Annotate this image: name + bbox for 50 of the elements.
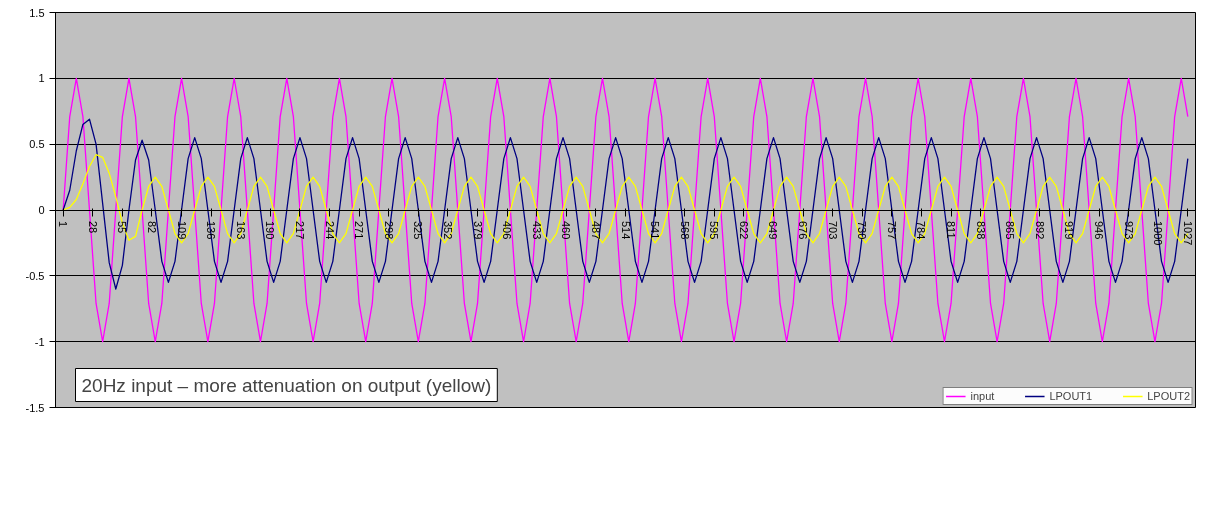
legend-label: LPOUT2 — [1147, 390, 1190, 402]
x-tick-label: 973 — [1122, 221, 1135, 240]
x-tick-label: 811 — [945, 221, 958, 239]
x-tick-label: 217 — [293, 221, 306, 240]
x-tick-label: 568 — [678, 221, 691, 240]
y-tick-label: -0.5 — [25, 269, 45, 282]
x-tick-label: 514 — [619, 221, 632, 240]
annotation: 20Hz input – more attenuation on output (yellow) — [81, 374, 492, 396]
x-tick-label: 865 — [1004, 221, 1017, 240]
x-tick-label: 136 — [205, 221, 218, 240]
x-tick-label: 1 — [57, 221, 70, 228]
x-tick-label: 28 — [86, 221, 99, 234]
y-tick-label: 0 — [38, 204, 45, 216]
x-tick-label: 703 — [826, 221, 839, 240]
x-tick-label: 487 — [589, 221, 602, 240]
legend-label: LPOUT1 — [1049, 390, 1093, 402]
y-tick-label: 1 — [38, 72, 45, 85]
x-tick-label: 433 — [530, 221, 543, 240]
x-tick-label: 352 — [441, 221, 454, 240]
x-tick-label: 55 — [116, 221, 129, 234]
x-tick-label: 622 — [737, 221, 750, 240]
x-tick-label: 595 — [708, 221, 721, 240]
x-tick-label: 190 — [264, 221, 277, 240]
x-tick-label: 676 — [797, 221, 810, 240]
x-tick-label: 325 — [412, 221, 425, 240]
y-tick-label: -1.5 — [25, 401, 45, 414]
y-tick-label: 0.5 — [29, 138, 45, 151]
legend-label: input — [970, 390, 995, 402]
x-tick-label: 1000 — [1152, 221, 1165, 246]
x-tick-label: 109 — [175, 221, 188, 240]
x-tick-label: 82 — [145, 221, 158, 234]
x-tick-label: 541 — [649, 221, 662, 240]
x-tick-label: 271 — [353, 221, 366, 240]
y-tick-label: 1.5 — [29, 6, 45, 19]
x-tick-label: 757 — [885, 221, 898, 240]
y-tick-label: -1 — [34, 335, 45, 348]
x-tick-label: 892 — [1033, 221, 1046, 240]
x-tick-label: 298 — [382, 221, 395, 240]
x-tick-label: 406 — [501, 221, 514, 240]
x-tick-label: 460 — [560, 221, 573, 240]
x-tick-label: 946 — [1093, 221, 1106, 240]
x-tick-label: 244 — [323, 221, 336, 240]
x-tick-label: 838 — [974, 221, 987, 240]
x-tick-label: 730 — [856, 221, 869, 240]
x-tick-label: 163 — [234, 221, 247, 240]
x-tick-label: 379 — [471, 221, 484, 240]
x-tick-label: 649 — [767, 221, 780, 240]
x-tick-label: 784 — [915, 221, 928, 240]
x-tick-label: 919 — [1063, 221, 1076, 240]
x-tick-label: 1027 — [1181, 221, 1194, 246]
